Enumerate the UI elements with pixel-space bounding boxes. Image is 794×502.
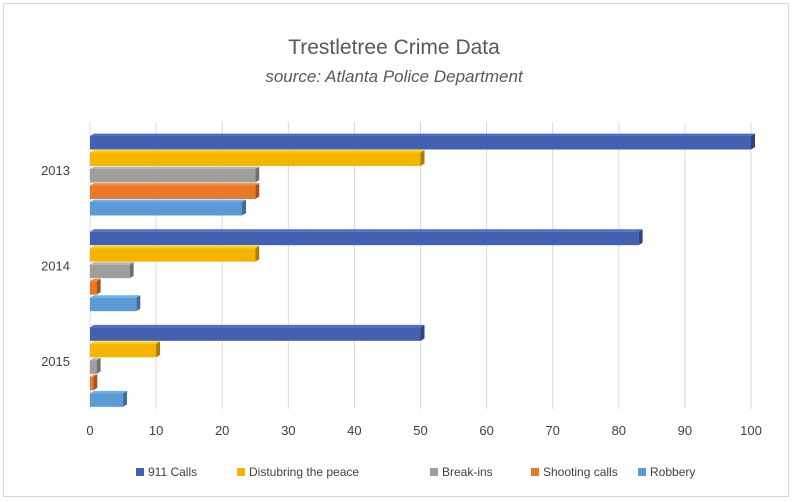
chart-frame: Trestletree Crime Data source: Atlanta P… (3, 3, 789, 497)
bar-top (90, 166, 260, 169)
bar (90, 262, 134, 279)
x-tick-label: 30 (281, 423, 295, 438)
bar-front (90, 360, 97, 374)
bar (90, 374, 98, 391)
bar-side (96, 357, 101, 374)
bar-side (255, 245, 260, 262)
x-axis-ticks: 0 10 20 30 40 50 60 70 80 90 100 (86, 423, 761, 438)
bar (90, 229, 643, 246)
bar-top (90, 262, 134, 265)
bar-front (90, 231, 639, 246)
bar-side (420, 150, 425, 166)
y-axis-categories: 2013 2014 2015 (41, 163, 70, 369)
bar-top (90, 183, 260, 186)
bar-front (90, 169, 256, 183)
legend-swatch (430, 468, 438, 476)
bar-front (90, 202, 243, 216)
bar-front (90, 248, 256, 262)
bar-front (90, 152, 421, 166)
bar-top (90, 150, 425, 153)
bar-side (255, 183, 260, 199)
bar-top (90, 133, 755, 136)
bar (90, 341, 161, 358)
bar-side (242, 199, 247, 216)
bar-side (751, 133, 755, 150)
bar-top (90, 229, 643, 232)
y-category-label: 2015 (41, 354, 70, 369)
bar-top (90, 374, 98, 377)
bar-top (90, 199, 247, 202)
legend-swatch (136, 468, 144, 476)
bar (90, 199, 247, 216)
x-tick-label: 60 (479, 423, 493, 438)
bar-side (255, 166, 260, 183)
bar (90, 295, 141, 312)
bar-top (90, 295, 141, 298)
bar (90, 390, 128, 407)
bar-top (90, 324, 425, 328)
y-category-label: 2014 (41, 259, 70, 274)
bar-top (90, 341, 161, 344)
legend-item: Break-ins (430, 465, 493, 479)
bar (90, 133, 755, 150)
bar-front (90, 376, 94, 391)
bar-side (123, 390, 128, 407)
bar-top (90, 357, 101, 361)
legend-swatch (531, 468, 539, 476)
bar-front (90, 297, 137, 312)
bar-front (90, 393, 124, 407)
legend-item: 911 Calls (136, 465, 197, 479)
bar (90, 166, 260, 183)
bar (90, 183, 260, 199)
legend-item: Distubring the peace (237, 465, 359, 479)
legend-label: Break-ins (442, 465, 493, 479)
x-tick-label: 100 (740, 423, 762, 438)
bar-front (90, 281, 97, 295)
legend-swatch (237, 468, 245, 476)
legend: 911 Calls Distubring the peace Break-ins Sh… (136, 465, 695, 479)
bar (90, 278, 101, 295)
x-tick-label: 20 (215, 423, 229, 438)
y-category-label: 2013 (41, 163, 70, 178)
legend-swatch (638, 468, 646, 476)
legend-label: Shooting calls (543, 465, 618, 479)
x-tick-label: 50 (413, 423, 427, 438)
bar-side (129, 262, 134, 279)
bar-side (93, 374, 98, 391)
legend-label: Distubring the peace (249, 465, 359, 479)
bar-top (90, 390, 128, 394)
bar-front (90, 136, 751, 150)
bar-side (420, 324, 425, 341)
bars (90, 133, 755, 407)
x-tick-label: 40 (347, 423, 361, 438)
legend-label: 911 Calls (148, 465, 197, 479)
legend-item: Shooting calls (531, 465, 618, 479)
chart-subtitle: source: Atlanta Police Department (265, 67, 524, 86)
bar-front (90, 343, 157, 358)
x-tick-label: 90 (678, 423, 692, 438)
bar (90, 245, 260, 262)
bar-front (90, 327, 421, 341)
x-tick-label: 70 (545, 423, 559, 438)
bar (90, 357, 101, 374)
x-tick-label: 80 (612, 423, 626, 438)
legend-label: Robbery (650, 465, 695, 479)
bar-side (136, 295, 141, 312)
bar-top (90, 245, 260, 249)
bar-top (90, 278, 101, 282)
bar-side (638, 229, 643, 246)
bar-front (90, 264, 130, 279)
chart-title: Trestletree Crime Data (288, 36, 500, 59)
x-tick-label: 10 (149, 423, 163, 438)
bar-side (156, 341, 161, 358)
chart: Trestletree Crime Data source: Atlanta P… (41, 36, 762, 479)
bar (90, 150, 425, 166)
bar-side (96, 278, 101, 295)
x-tick-label: 0 (86, 423, 93, 438)
bar-front (90, 185, 256, 199)
bar (90, 324, 425, 341)
legend-item: Robbery (638, 465, 695, 479)
